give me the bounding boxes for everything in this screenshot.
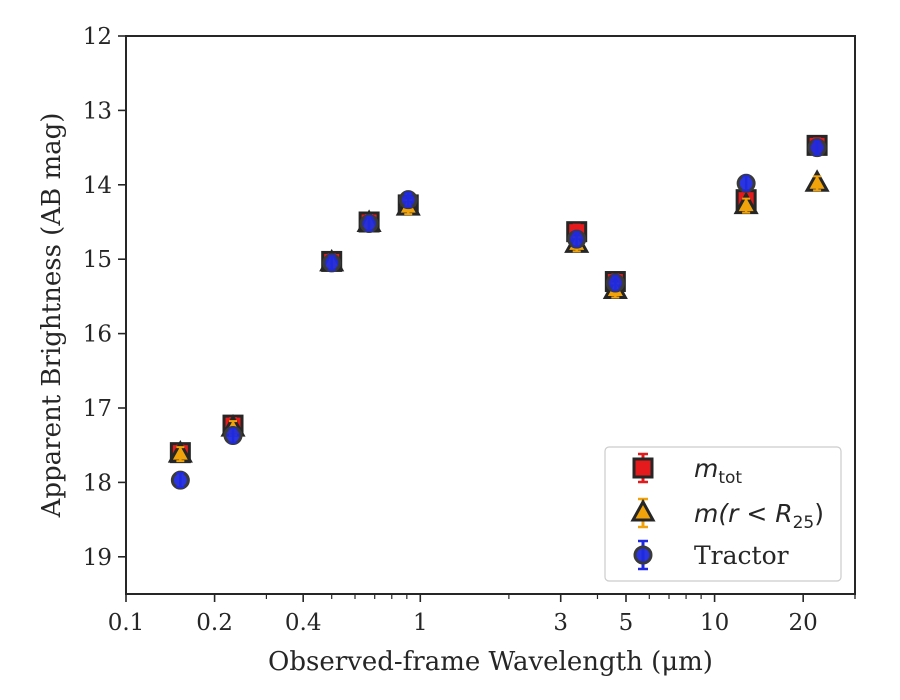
y-axis-label: Apparent Brightness (AB mag) [37,113,67,519]
x-tick-label: 3 [553,610,568,636]
x-tick-label: 0.2 [196,610,233,636]
legend-marker-triangle [630,498,656,522]
y-tick-label: 14 [83,173,112,199]
y-tick-label: 16 [83,322,112,348]
y-tick-label: 12 [83,24,112,50]
y-tick-label: 19 [83,545,112,571]
series-square [169,134,828,464]
plot-frame [125,35,856,595]
x-tick-label: 0.1 [108,610,145,636]
legend-label: mtot [694,454,742,488]
y-tick-label: 17 [83,396,112,422]
x-axis: 0.1 0.2 0.4 1 3 5 10 20 [108,594,856,636]
y-tick-label: 18 [83,470,112,496]
legend-label: m(r < R25) [694,499,824,533]
y-axis: 12 13 14 15 16 17 18 19 [83,24,126,571]
series-triangle [167,169,830,463]
legend: mtot m(r < R25) Tractor [604,446,842,582]
x-tick-label: 5 [619,610,634,636]
data-markers [167,134,830,490]
x-axis-label: Observed-frame Wavelength (μm) [268,647,713,677]
legend-label: Tractor [694,541,789,570]
y-tick-label: 13 [83,98,112,124]
x-tick-label: 1 [413,610,428,636]
series-circle [170,138,827,490]
legend-box [604,446,842,582]
legend-marker-circle [633,545,653,565]
x-tick-label: 0.4 [285,610,322,636]
x-tick-label: 10 [700,610,729,636]
y-tick-label: 15 [83,247,112,273]
legend-marker-square [632,457,654,479]
x-tick-label: 20 [789,610,818,636]
